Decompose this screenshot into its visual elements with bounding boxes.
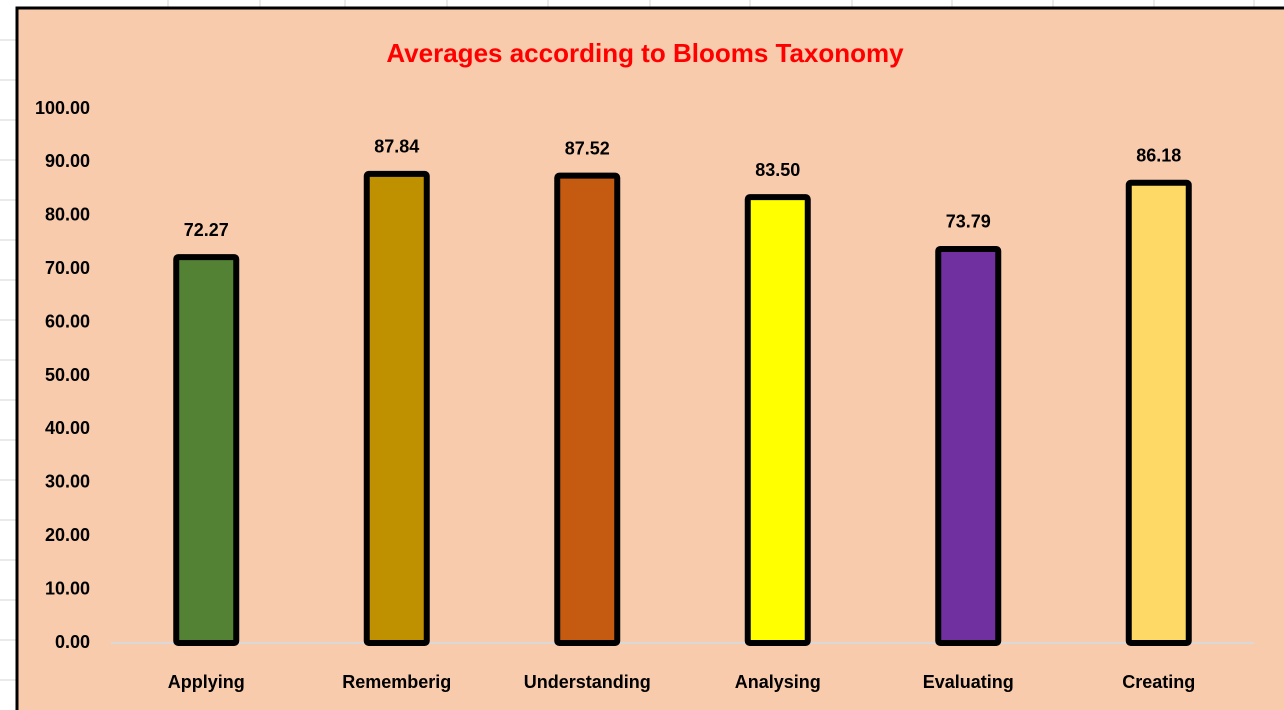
- x-tick-label: Creating: [1122, 672, 1195, 692]
- y-tick-label: 30.00: [45, 472, 90, 492]
- y-tick-label: 50.00: [45, 365, 90, 385]
- data-label: 73.79: [946, 212, 991, 232]
- y-tick-label: 0.00: [55, 632, 90, 652]
- y-tick-label: 100.00: [35, 98, 90, 118]
- bar: [744, 194, 811, 647]
- y-tick-label: 90.00: [45, 151, 90, 171]
- bar: [173, 254, 240, 646]
- bar: [935, 245, 1002, 646]
- y-tick-label: 20.00: [45, 525, 90, 545]
- y-tick-label: 10.00: [45, 578, 90, 598]
- y-tick-label: 40.00: [45, 418, 90, 438]
- y-tick-label: 60.00: [45, 311, 90, 331]
- x-tick-label: Applying: [168, 672, 245, 692]
- x-tick-label: Rememberig: [342, 672, 451, 692]
- x-tick-label: Evaluating: [923, 672, 1014, 692]
- data-label: 87.52: [565, 138, 610, 158]
- chart-title: Averages according to Blooms Taxonomy: [386, 38, 904, 68]
- bar: [554, 172, 621, 647]
- x-tick-label: Understanding: [524, 672, 651, 692]
- bar: [363, 170, 430, 647]
- data-label: 86.18: [1136, 146, 1181, 166]
- y-tick-label: 80.00: [45, 205, 90, 225]
- x-tick-label: Analysing: [735, 672, 821, 692]
- data-label: 83.50: [755, 160, 800, 180]
- sheet-grid: [0, 0, 1255, 681]
- data-label: 72.27: [184, 220, 229, 240]
- y-tick-label: 70.00: [45, 258, 90, 278]
- data-label: 87.84: [374, 137, 419, 157]
- bar: [1125, 179, 1192, 646]
